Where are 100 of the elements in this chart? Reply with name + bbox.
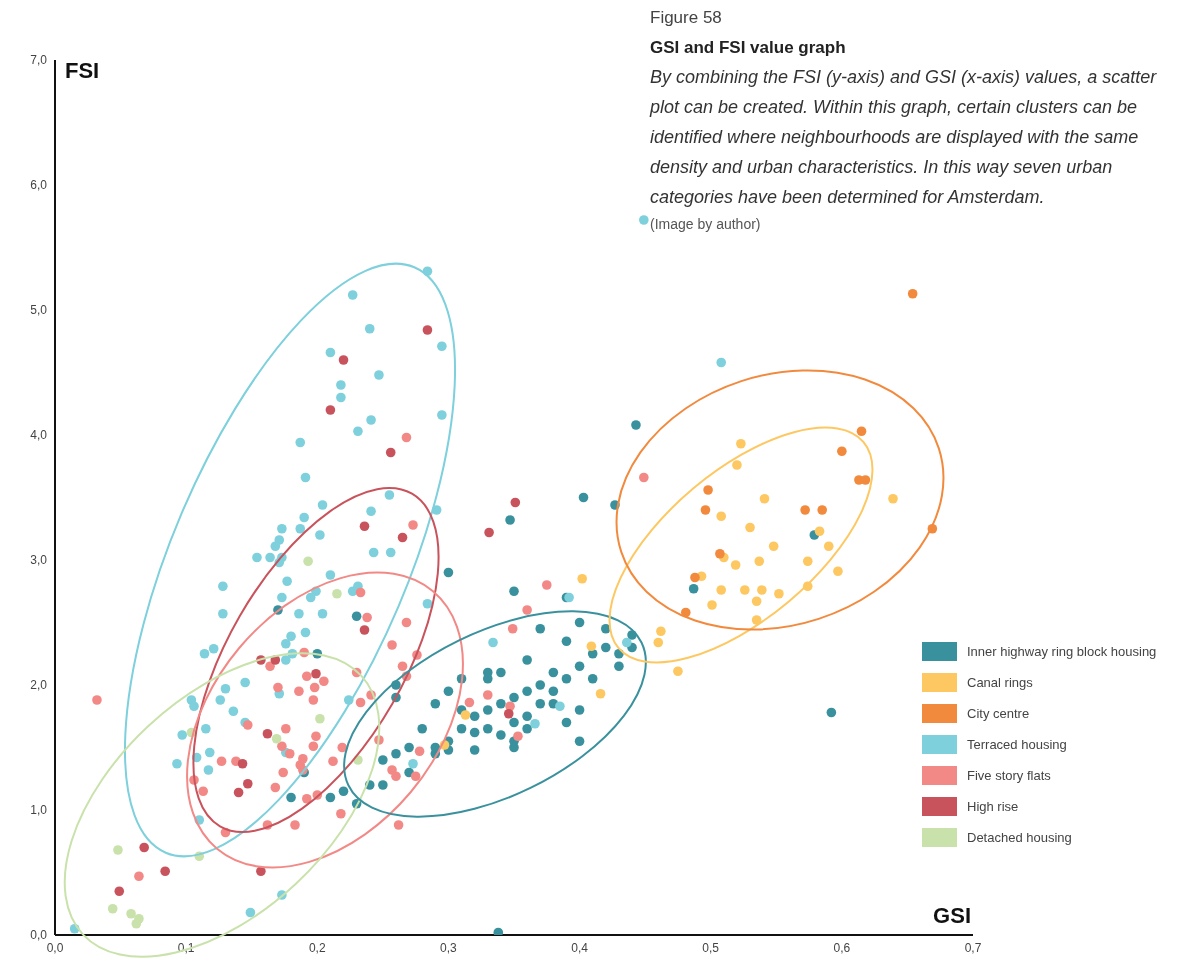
y-tick-label: 4,0 [30,428,48,443]
x-tick-label: 0,3 [440,940,458,955]
point [315,713,325,724]
legend-label: Five story flats [967,768,1051,783]
point [422,325,433,335]
point [754,556,765,567]
point [653,637,664,648]
point [401,617,412,628]
point [673,666,683,677]
point [484,527,494,538]
point [233,787,244,798]
point [277,741,287,752]
point [198,786,208,797]
point [387,640,397,650]
point [113,845,123,855]
point [715,548,725,559]
point [522,605,532,615]
point [510,497,521,508]
point [139,842,149,853]
point [833,566,843,577]
point [716,511,727,522]
point [397,661,408,672]
point [281,723,291,734]
point [355,587,366,598]
point [703,485,713,495]
legend-label: Detached housing [967,830,1072,845]
point [308,741,319,752]
point [290,820,300,830]
y-tick-label: 0,0 [30,928,48,943]
point [751,596,762,607]
point [800,505,810,515]
annotation: By combining the FSI (y-axis) and GSI (x-axis) values, a scatter plot can be created. Within this graph, certain clusters can be identified where neighbourhoods are displayed with the same density and urban characteristics. In this way seven urban categories have been determined for Amsterdam. [650,66,1158,209]
point [513,731,523,742]
point [464,697,475,708]
point [107,903,118,914]
point [92,695,102,705]
legend-label: Terraced housing [967,737,1067,752]
y-tick-label: 1,0 [30,803,48,818]
point [482,690,493,700]
point [656,626,666,637]
point [311,668,321,679]
point [303,556,313,567]
point [736,438,746,449]
point [301,671,312,682]
point [740,585,750,595]
point [716,585,727,595]
point [338,355,349,365]
legend-label: Canal rings [967,675,1033,690]
point [385,447,396,458]
point [237,758,248,769]
point [690,572,700,583]
y-tick-label: 7,0 [30,53,48,68]
point [707,600,717,610]
legend-label: High rise [967,799,1019,814]
point [262,728,273,739]
point [856,426,867,437]
x-axis-title: GSI [933,903,971,929]
point [414,746,425,757]
x-tick-label: 0,2 [308,940,326,955]
point [814,526,825,537]
point [359,625,370,635]
point [410,771,421,782]
x-tick-label: 0,0 [46,940,64,955]
y-axis-title: FSI [65,58,100,84]
point [332,588,342,599]
point [397,532,408,543]
point [391,771,401,782]
y-tick-label: 3,0 [30,553,48,568]
annotation: (Image by author) [650,216,762,232]
point [271,733,282,744]
legend-label: City centre [967,706,1030,721]
point [131,918,142,929]
point [325,405,336,415]
point [242,778,253,789]
point [126,908,136,919]
point [359,521,370,532]
point [408,520,418,530]
point [284,748,295,759]
point [837,446,847,457]
x-tick-label: 0,7 [964,940,982,955]
point [888,493,898,504]
point [311,731,321,742]
point [309,682,320,693]
point [639,472,649,483]
y-tick-label: 5,0 [30,303,48,318]
point [759,493,770,504]
point [730,560,741,570]
x-tick-label: 0,5 [702,940,720,955]
point [817,505,827,515]
point [114,886,125,897]
point [541,580,552,590]
y-tick-label: 6,0 [30,178,48,193]
point [802,556,813,567]
point [907,288,918,299]
y-tick-label: 2,0 [30,678,48,693]
point [507,623,518,634]
point [757,585,767,595]
point [328,756,338,767]
x-tick-label: 0,6 [833,940,851,955]
point [700,505,711,515]
